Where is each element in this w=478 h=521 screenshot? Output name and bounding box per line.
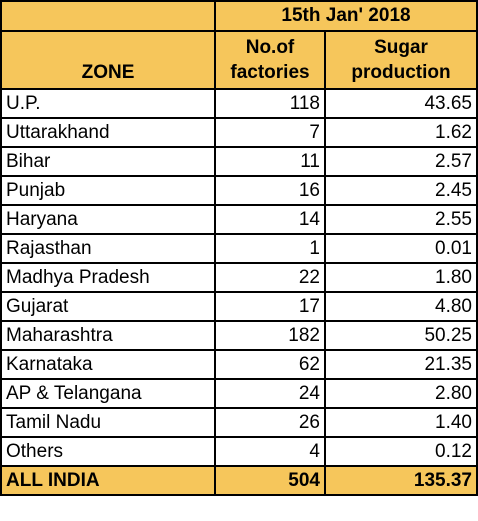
header-blank-cell	[0, 0, 216, 32]
table-row: Madhya Pradesh 22 1.80	[0, 262, 478, 293]
sugar-cell: 0.12	[324, 436, 478, 467]
sugar-cell: 4.80	[324, 291, 478, 322]
zone-header: ZONE	[0, 30, 216, 90]
sugar-cell: 21.35	[324, 349, 478, 380]
factories-header-line2: factories	[230, 62, 310, 83]
zone-cell: Madhya Pradesh	[0, 262, 216, 293]
zone-cell: Uttarakhand	[0, 117, 216, 148]
table-row: Rajasthan 1 0.01	[0, 233, 478, 264]
sugar-production-table: 15th Jan' 2018 ZONE No.of factories Suga…	[0, 0, 478, 496]
sugar-cell: 2.45	[324, 175, 478, 206]
factories-cell: 118	[214, 88, 326, 119]
sugar-header-line2: production	[351, 62, 451, 83]
zone-cell: Tamil Nadu	[0, 407, 216, 438]
sugar-cell: 2.57	[324, 146, 478, 177]
factories-cell: 7	[214, 117, 326, 148]
factories-cell: 182	[214, 320, 326, 351]
table-row: Maharashtra 182 50.25	[0, 320, 478, 351]
table-row: Karnataka 62 21.35	[0, 349, 478, 380]
sugar-cell: 1.62	[324, 117, 478, 148]
factories-cell: 14	[214, 204, 326, 235]
sugar-cell: 50.25	[324, 320, 478, 351]
factories-cell: 22	[214, 262, 326, 293]
sugar-cell: 1.40	[324, 407, 478, 438]
table-row: Others 4 0.12	[0, 436, 478, 467]
date-header: 15th Jan' 2018	[214, 0, 478, 32]
date-header-row: 15th Jan' 2018	[0, 0, 478, 32]
sugar-cell: 1.80	[324, 262, 478, 293]
factories-header-line1: No.of	[245, 37, 295, 58]
factories-cell: 17	[214, 291, 326, 322]
table-row: Uttarakhand 7 1.62	[0, 117, 478, 148]
zone-cell: Gujarat	[0, 291, 216, 322]
zone-cell: Haryana	[0, 204, 216, 235]
factories-cell: 1	[214, 233, 326, 264]
sugar-header: Sugar production	[324, 30, 478, 90]
sugar-cell: 2.80	[324, 378, 478, 409]
factories-cell: 62	[214, 349, 326, 380]
factories-header: No.of factories	[214, 30, 326, 90]
zone-cell: U.P.	[0, 88, 216, 119]
total-zone: ALL INDIA	[0, 465, 216, 496]
total-sugar: 135.37	[324, 465, 478, 496]
zone-cell: Maharashtra	[0, 320, 216, 351]
zone-cell: Karnataka	[0, 349, 216, 380]
factories-cell: 16	[214, 175, 326, 206]
zone-cell: Punjab	[0, 175, 216, 206]
sugar-cell: 43.65	[324, 88, 478, 119]
zone-cell: AP & Telangana	[0, 378, 216, 409]
zone-cell: Bihar	[0, 146, 216, 177]
factories-cell: 26	[214, 407, 326, 438]
factories-cell: 11	[214, 146, 326, 177]
sugar-header-line1: Sugar	[374, 37, 428, 58]
table-row: Tamil Nadu 26 1.40	[0, 407, 478, 438]
table-row: Gujarat 17 4.80	[0, 291, 478, 322]
zone-cell: Others	[0, 436, 216, 467]
table-row: U.P. 118 43.65	[0, 88, 478, 119]
data-rows: U.P. 118 43.65 Uttarakhand 7 1.62 Bihar 11 2.57 P…	[0, 88, 478, 467]
sugar-cell: 0.01	[324, 233, 478, 264]
total-factories: 504	[214, 465, 326, 496]
zone-cell: Rajasthan	[0, 233, 216, 264]
factories-cell: 24	[214, 378, 326, 409]
sugar-cell: 2.55	[324, 204, 478, 235]
table-row: Bihar 11 2.57	[0, 146, 478, 177]
table-row: Punjab 16 2.45	[0, 175, 478, 206]
table-row: Haryana 14 2.55	[0, 204, 478, 235]
column-header-row: ZONE No.of factories Sugar production	[0, 30, 478, 90]
factories-cell: 4	[214, 436, 326, 467]
total-row: ALL INDIA 504 135.37	[0, 465, 478, 496]
table-row: AP & Telangana 24 2.80	[0, 378, 478, 409]
